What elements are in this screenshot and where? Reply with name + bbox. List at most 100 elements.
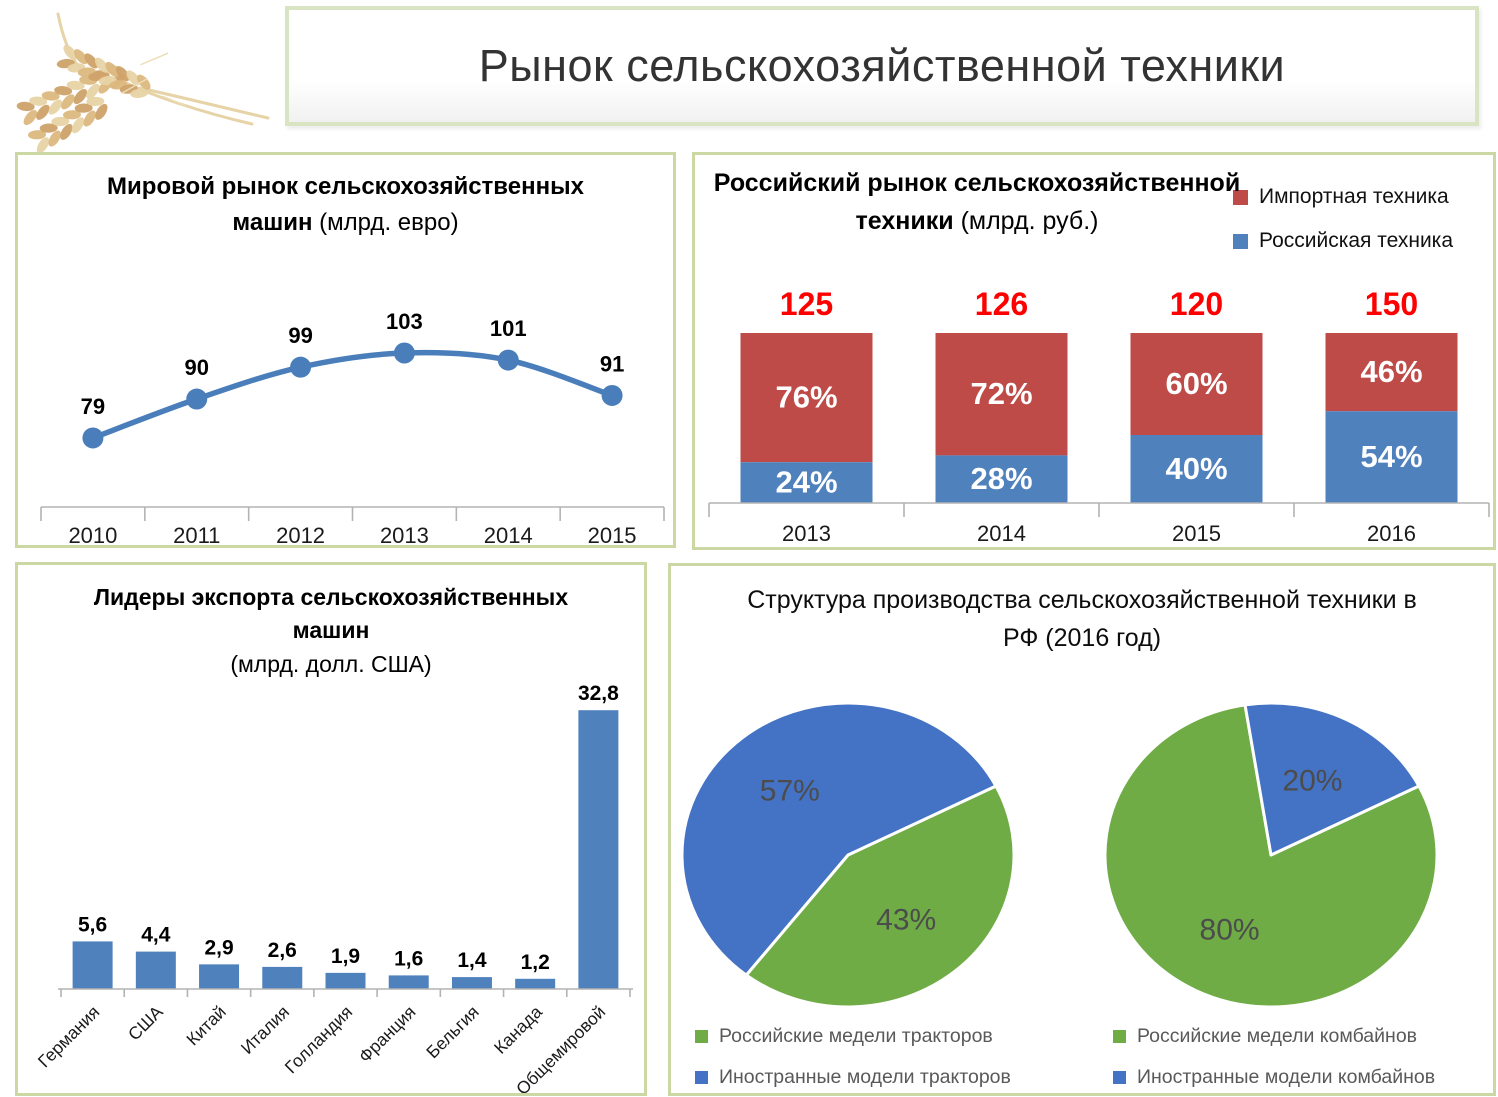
pct-label-import: 46% — [1360, 354, 1422, 389]
bar — [135, 951, 176, 989]
bar — [199, 964, 240, 989]
x-tick-label: 2010 — [68, 523, 117, 545]
wheat-grain — [71, 117, 85, 134]
page-title: Рынок сельскохозяйственной техники — [478, 40, 1286, 91]
bar-segment-russian — [1325, 411, 1458, 503]
wheat-stem — [56, 12, 80, 68]
panel-export-leaders: Лидеры экспорта сельскохозяйственных маш… — [15, 562, 647, 1096]
world-market-title: Мировой рынок сельскохозяйственных машин… — [18, 169, 673, 241]
export-leaders-title-line2: машин — [292, 617, 370, 644]
legend-swatch-blue — [695, 1071, 708, 1084]
bar-segment-russian — [935, 455, 1068, 503]
x-tick-label: Китай — [182, 1002, 230, 1050]
data-point-marker — [393, 342, 415, 364]
pct-label-russian: 24% — [775, 465, 837, 500]
wheat-grain — [86, 96, 105, 107]
data-point-marker — [290, 356, 312, 378]
bar — [325, 972, 366, 989]
x-tick-label: 2011 — [173, 523, 220, 545]
legend-item-combines-foreign: Иностранные модели комбайнов — [1113, 1066, 1435, 1089]
export-leaders-chart: 5,6 Германия 4,4 США 2,9 Китай 2,6 Италия 1,9 Гол… — [34, 682, 633, 1093]
total-label: 125 — [780, 286, 833, 322]
legend-label-tractors-foreign: Иностранные модели тракторов — [719, 1066, 1011, 1088]
wheat-grain — [84, 53, 99, 69]
world-market-title-unit: (млрд. евро) — [319, 209, 459, 236]
world-market-chart: 79 2010 90 2011 99 2012 103 2013 101 2014 91 2015 — [40, 309, 665, 545]
bar — [72, 941, 113, 989]
x-tick-label: Бельгия — [422, 1002, 483, 1063]
pie-slice — [1243, 701, 1421, 857]
data-point-marker — [82, 427, 104, 449]
line-chart: 79 2010 90 2011 99 2012 103 2013 101 2014 91 2015 — [40, 309, 665, 545]
legend-swatch-green — [695, 1030, 708, 1043]
world-market-title-line1: Мировой рынок сельскохозяйственных — [107, 173, 584, 200]
pie-label: 43% — [876, 903, 936, 936]
wheat-grain — [48, 130, 61, 147]
wheat-grain — [126, 70, 141, 86]
wheat-grain — [48, 99, 63, 115]
production-structure-title: Структура производства сельскохозяйствен… — [671, 582, 1493, 657]
total-label: 150 — [1365, 286, 1418, 322]
legend-item-russian: Российская техника — [1233, 229, 1453, 253]
world-market-title-line2: машин — [232, 209, 313, 236]
pct-label-import: 60% — [1165, 366, 1227, 401]
wheat-grain — [105, 61, 120, 77]
russian-market-title-line2: техники — [855, 206, 954, 235]
legend-swatch-russian — [1233, 233, 1248, 249]
bar-segment-import — [740, 333, 873, 463]
legend-label-combines-russian: Российские медели комбайнов — [1137, 1025, 1418, 1047]
wheat-grain — [63, 44, 78, 60]
wheat-grain — [115, 66, 130, 82]
legend-label-russian: Российская техника — [1259, 229, 1454, 252]
pct-label-russian: 54% — [1360, 439, 1422, 474]
panel-world-market: Мировой рынок сельскохозяйственных машин… — [15, 152, 676, 548]
total-label: 126 — [975, 286, 1028, 322]
x-tick-label: 2013 — [380, 523, 429, 545]
bar-segment-russian — [1130, 435, 1263, 503]
data-label: 2,6 — [268, 939, 297, 962]
wheat-grain — [95, 103, 108, 120]
bar — [262, 966, 303, 989]
legend-label-import: Импортная техника — [1259, 185, 1449, 208]
data-label: 5,6 — [78, 913, 107, 936]
stacked-bar-chart: 76% 24% 125 2013 72% 28% 126 2014 60% 40% 120 2015 4… — [708, 286, 1490, 546]
legend-label-combines-foreign: Иностранные модели комбайнов — [1137, 1066, 1436, 1088]
legend-label-tractors-russian: Российские медели тракторов — [719, 1025, 993, 1047]
data-label: 90 — [185, 355, 209, 380]
wheat-grain — [63, 110, 82, 120]
data-label: 91 — [600, 351, 624, 376]
wheat-grain — [66, 80, 85, 91]
wheat-grain — [36, 137, 50, 154]
wheat-grain — [61, 94, 75, 110]
total-label: 120 — [1170, 286, 1223, 322]
wheat-awn — [140, 52, 169, 66]
bar — [388, 975, 429, 989]
wheat-grain — [130, 88, 149, 98]
x-tick-label: Голландия — [281, 1002, 357, 1078]
wheat-illustration — [16, 12, 270, 154]
legend-swatch-import — [1233, 189, 1248, 205]
russian-market-title: Российский рынок сельскохозяйственной те… — [697, 165, 1257, 240]
legend-item-import: Импортная техника — [1233, 185, 1449, 209]
wheat-grain — [23, 109, 38, 126]
wheat-grain — [83, 110, 96, 127]
x-tick-label: Франция — [355, 1002, 420, 1067]
russian-market-title-line1: Российский рынок сельскохозяйственной — [713, 169, 1241, 197]
x-tick-label: 2013 — [782, 521, 831, 546]
legend-item-tractors-russian: Российские медели тракторов — [695, 1025, 993, 1048]
wheat-photo — [0, 0, 275, 154]
x-tick-label: 2014 — [977, 521, 1026, 546]
data-label: 1,9 — [331, 945, 360, 968]
wheat-grain — [16, 101, 35, 112]
x-tick-label: США — [124, 1001, 167, 1044]
production-structure-title-line1: Структура производства сельскохозяйствен… — [747, 586, 1417, 614]
bar — [451, 977, 492, 989]
export-leaders-title-line1: Лидеры экспорта сельскохозяйственных — [93, 584, 569, 610]
wheat-grain — [41, 91, 60, 101]
data-label: 1,2 — [521, 951, 550, 974]
title-box: Рынок сельскохозяйственной техники — [285, 6, 1479, 126]
legend-item-tractors-foreign: Иностранные модели тракторов — [695, 1066, 1011, 1089]
wheat-grain — [94, 57, 109, 73]
bar-chart: 5,6 Германия 4,4 США 2,9 Китай 2,6 Италия 1,9 Гол… — [34, 682, 633, 1093]
